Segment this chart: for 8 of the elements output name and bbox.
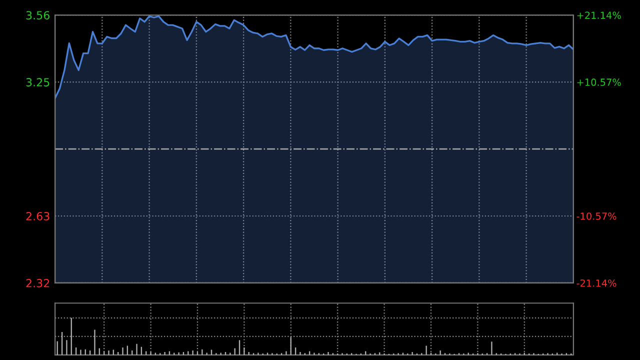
y2-tick-label: -10.57%: [576, 212, 616, 220]
y2-tick-label: +10.57%: [577, 78, 621, 86]
y-tick-label: 3.25: [26, 78, 50, 86]
y2-tick-label: -21.14%: [576, 279, 616, 287]
y-tick-label: 2.32: [26, 278, 50, 288]
y-tick-label: 2.63: [26, 212, 50, 220]
y2-tick-label: +21.14%: [577, 12, 621, 19]
y-tick-label: 3.56: [26, 11, 50, 20]
